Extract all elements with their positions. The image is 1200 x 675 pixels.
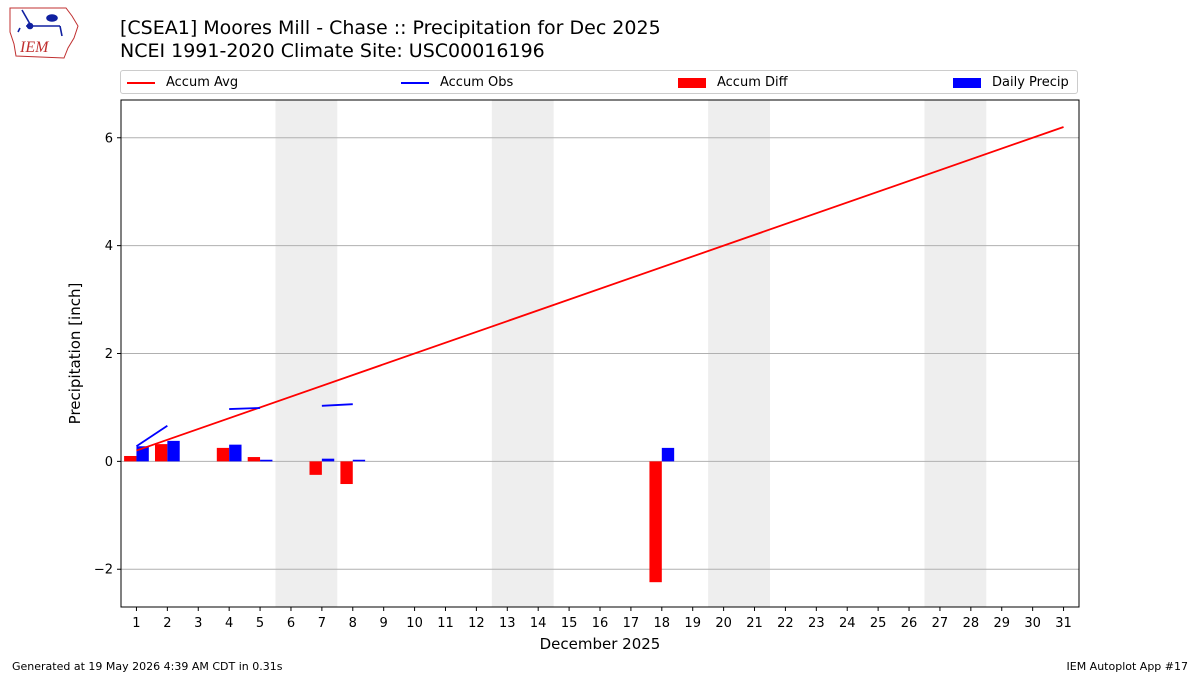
x-tick-label: 17 [623,616,640,631]
accum-diff-bar [124,455,137,462]
accum-avg-line [136,126,1064,452]
x-tick-label: 26 [901,616,918,631]
x-tick-label: 4 [225,616,233,631]
x-tick-label: 15 [561,616,578,631]
x-tick-label: 3 [194,616,202,631]
legend-swatch-daily-precip [953,77,981,88]
accum-diff-bar [309,461,322,475]
accum-diff-bar [247,457,261,462]
x-tick-label: 13 [499,616,516,631]
accum-diff-bar [340,461,353,485]
weather-instruments-icon [17,9,63,37]
footer-app-id: IEM Autoplot App #17 [1066,660,1189,673]
legend-swatch-accum-avg [127,81,155,84]
legend-swatch-accum-diff [678,77,706,88]
x-tick-label: 19 [684,616,701,631]
legend-label-accum-obs: Accum Obs [440,75,514,90]
x-tick-label: 16 [592,616,609,631]
legend-item-accum-avg: Accum Avg [127,74,238,91]
accum-diff-bar [649,461,662,583]
x-tick-label: 9 [380,616,388,631]
iowa-outline-icon [9,7,79,59]
x-tick-label: 21 [746,616,763,631]
legend: Accum Avg Accum Obs Accum Diff Daily Pre… [120,70,1078,94]
accum-obs-line [229,407,261,410]
legend-item-daily-precip: Daily Precip [953,74,1069,91]
daily-precip-bar [321,458,335,462]
x-tick-label: 8 [349,616,357,631]
x-tick-label: 20 [715,616,732,631]
iem-logo: IEM [9,7,79,59]
daily-precip-bar [260,459,273,462]
legend-item-accum-diff: Accum Diff [678,74,788,91]
x-tick-label: 6 [287,616,295,631]
daily-precip-bar [661,447,675,462]
accum-diff-bar [154,444,168,462]
x-tick-label: 18 [654,616,671,631]
x-tick-label: 27 [932,616,949,631]
y-tick-label: −2 [94,563,113,578]
accum-obs-line [135,425,168,448]
x-tick-label: 22 [777,616,794,631]
y-tick-label: 6 [105,131,113,146]
legend-swatch-accum-obs [401,81,429,84]
x-tick-label: 1 [132,616,140,631]
x-tick-label: 24 [839,616,856,631]
accum-obs-line [321,403,353,407]
accum-diff-bar [216,447,230,462]
x-tick-label: 30 [1024,616,1041,631]
x-tick-label: 5 [256,616,264,631]
x-tick-label: 25 [870,616,887,631]
x-tick-label: 14 [530,616,547,631]
footer-generated: Generated at 19 May 2026 4:39 AM CDT in … [12,660,283,673]
daily-precip-bar [352,459,366,462]
x-axis-label: December 2025 [540,635,661,653]
x-tick-label: 12 [468,616,485,631]
x-tick-label: 29 [993,616,1010,631]
x-tick-label: 7 [318,616,326,631]
legend-label-daily-precip: Daily Precip [992,75,1069,90]
x-tick-label: 10 [406,616,423,631]
x-tick-label: 11 [437,616,454,631]
legend-item-accum-obs: Accum Obs [401,74,513,91]
y-tick-label: 2 [105,347,113,362]
legend-label-accum-avg: Accum Avg [166,75,239,90]
y-tick-label: 0 [105,455,113,470]
daily-precip-bar [229,444,242,462]
y-tick-label: 4 [105,239,113,254]
x-tick-label: 23 [808,616,825,631]
x-tick-label: 31 [1055,616,1072,631]
daily-precip-bar [167,440,180,462]
x-tick-label: 2 [163,616,171,631]
legend-label-accum-diff: Accum Diff [717,75,788,90]
logo-text: IEM [19,39,50,56]
chart-subtitle: NCEI 1991-2020 Climate Site: USC00016196 [120,40,545,62]
y-axis-label: Precipitation [inch] [66,283,84,425]
chart-title: [CSEA1] Moores Mill - Chase :: Precipita… [120,17,661,39]
x-tick-label: 28 [963,616,980,631]
